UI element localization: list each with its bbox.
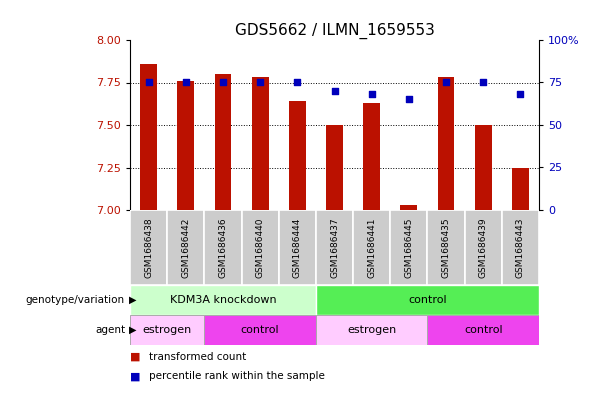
Text: GSM1686441: GSM1686441 xyxy=(367,217,376,278)
Text: estrogen: estrogen xyxy=(347,325,396,335)
Text: GSM1686440: GSM1686440 xyxy=(256,217,264,278)
Point xyxy=(144,79,153,86)
Point xyxy=(181,79,190,86)
Text: GSM1686443: GSM1686443 xyxy=(516,217,525,278)
Text: GSM1686442: GSM1686442 xyxy=(181,217,190,278)
Text: estrogen: estrogen xyxy=(143,325,192,335)
Bar xyxy=(428,210,465,285)
Text: GSM1686444: GSM1686444 xyxy=(293,217,302,278)
Bar xyxy=(465,210,502,285)
Bar xyxy=(391,210,428,285)
Bar xyxy=(401,205,417,210)
Bar xyxy=(130,285,316,315)
Bar xyxy=(130,210,167,285)
Bar xyxy=(167,210,204,285)
Bar xyxy=(214,74,231,210)
Title: GDS5662 / ILMN_1659553: GDS5662 / ILMN_1659553 xyxy=(234,22,435,39)
Bar xyxy=(289,101,306,210)
Text: KDM3A knockdown: KDM3A knockdown xyxy=(170,295,276,305)
Text: ■: ■ xyxy=(130,371,141,381)
Point xyxy=(478,79,488,86)
Bar xyxy=(140,64,157,210)
Bar xyxy=(438,77,454,210)
Bar xyxy=(130,315,204,345)
Bar xyxy=(428,315,539,345)
Text: ▶: ▶ xyxy=(129,325,137,335)
Bar xyxy=(363,103,380,210)
Text: GSM1686437: GSM1686437 xyxy=(330,217,339,278)
Text: GSM1686436: GSM1686436 xyxy=(219,217,227,278)
Text: control: control xyxy=(464,325,502,335)
Point xyxy=(404,96,413,103)
Bar xyxy=(204,315,316,345)
Bar xyxy=(316,210,353,285)
Point xyxy=(516,91,525,97)
Text: GSM1686445: GSM1686445 xyxy=(405,217,413,278)
Text: percentile rank within the sample: percentile rank within the sample xyxy=(149,371,325,381)
Point xyxy=(256,79,265,86)
Point xyxy=(219,79,228,86)
Bar xyxy=(316,315,428,345)
Text: ■: ■ xyxy=(130,352,141,362)
Text: genotype/variation: genotype/variation xyxy=(26,295,125,305)
Text: ▶: ▶ xyxy=(129,295,137,305)
Bar xyxy=(241,210,279,285)
Point xyxy=(441,79,451,86)
Bar xyxy=(353,210,391,285)
Bar xyxy=(502,210,539,285)
Bar xyxy=(512,167,529,210)
Point xyxy=(330,88,339,94)
Bar xyxy=(326,125,343,210)
Text: control: control xyxy=(241,325,279,335)
Text: transformed count: transformed count xyxy=(149,352,246,362)
Text: GSM1686435: GSM1686435 xyxy=(442,217,451,278)
Bar xyxy=(475,125,492,210)
Bar xyxy=(316,285,539,315)
Point xyxy=(367,91,376,97)
Text: agent: agent xyxy=(95,325,125,335)
Text: GSM1686439: GSM1686439 xyxy=(479,217,488,278)
Bar xyxy=(252,77,269,210)
Text: control: control xyxy=(408,295,447,305)
Point xyxy=(293,79,302,86)
Bar xyxy=(204,210,241,285)
Text: GSM1686438: GSM1686438 xyxy=(144,217,153,278)
Bar xyxy=(177,81,194,210)
Bar xyxy=(279,210,316,285)
